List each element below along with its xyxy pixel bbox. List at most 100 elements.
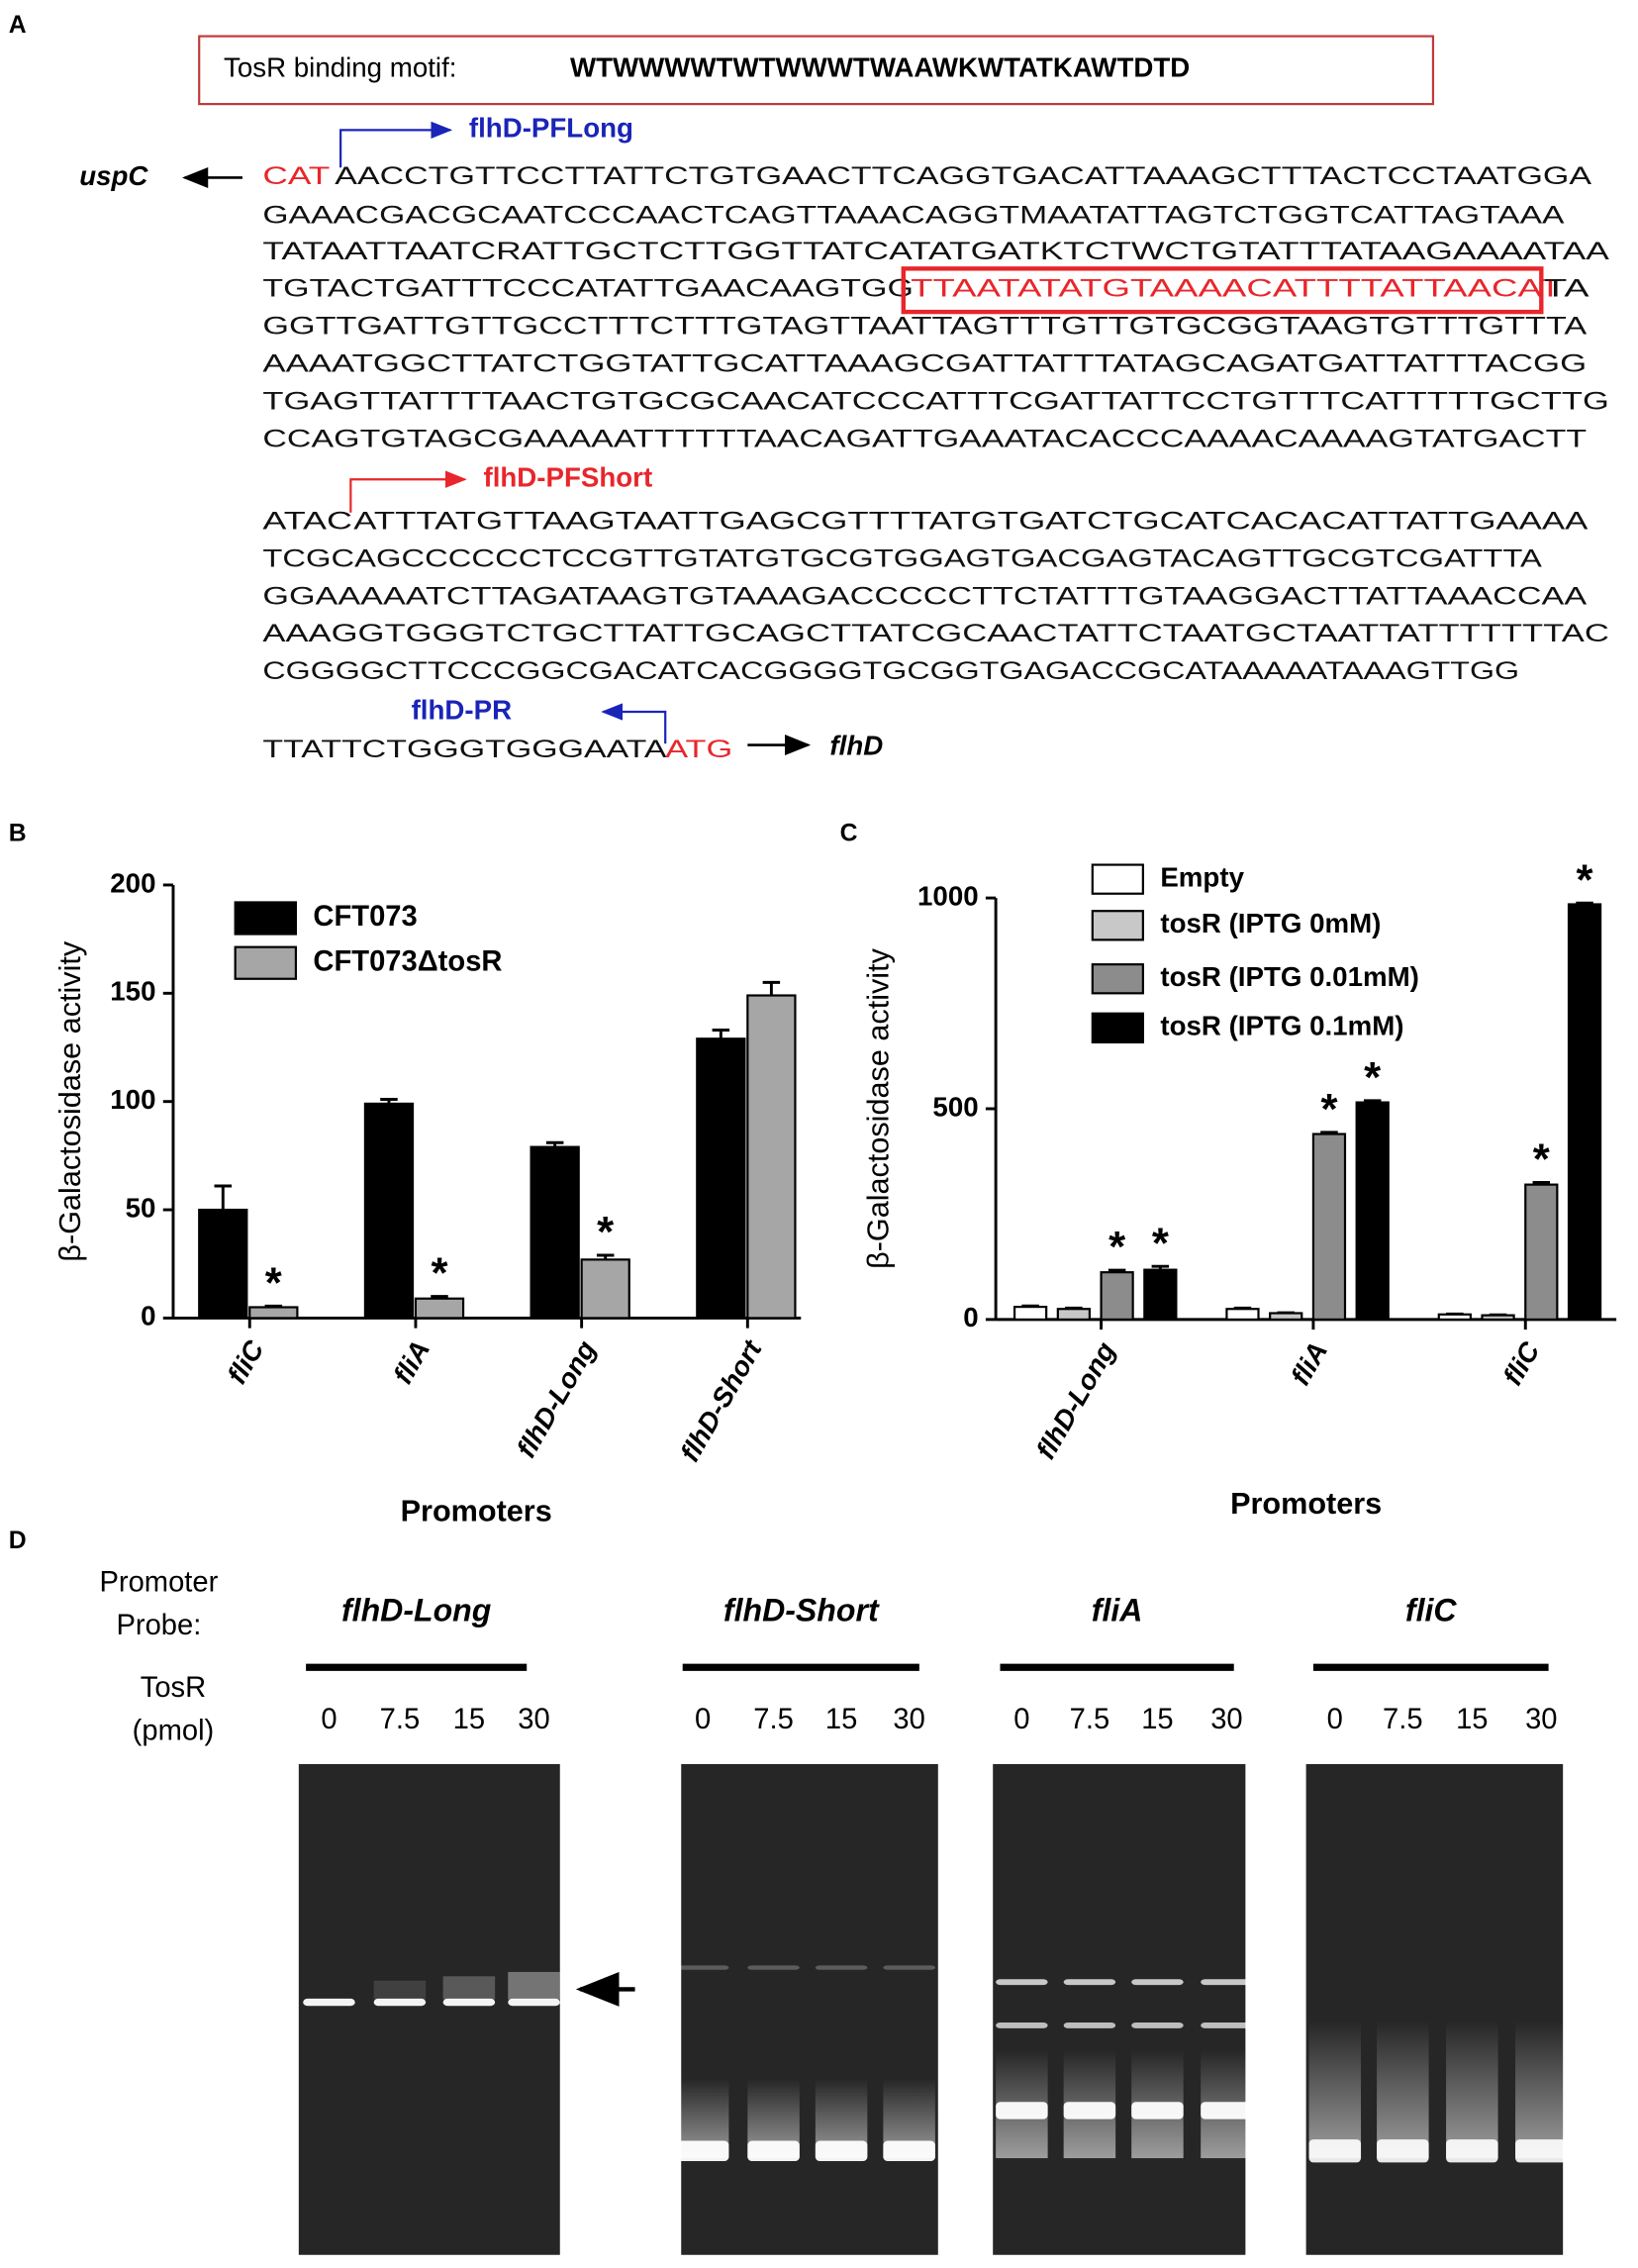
sequence-line: CCAGTGTAGCGAAAAATTTTTTAACAGATTGAAATACACC…: [262, 426, 1587, 452]
binding-site-box: [901, 266, 1544, 315]
panel-label: A: [9, 12, 27, 39]
band: [815, 1965, 868, 1970]
bar: [1567, 903, 1602, 1321]
gel: [993, 1763, 1246, 2255]
primer-label: flhD-PFShort: [483, 462, 652, 493]
band: [1201, 2021, 1253, 2028]
band: [747, 2140, 800, 2161]
x-axis-label: Promoters: [1230, 1487, 1382, 1521]
y-tick-label: 0: [963, 1302, 978, 1332]
band: [676, 2140, 729, 2161]
panel-label: C: [840, 820, 858, 846]
legend-swatch: [234, 945, 298, 980]
band: [996, 2102, 1048, 2120]
panel-label: B: [9, 820, 27, 846]
x-tick-label: flhD-Long: [511, 1335, 602, 1463]
bar: [1143, 1268, 1178, 1321]
significance: *: [1320, 1085, 1337, 1134]
amount: 15: [1456, 1704, 1488, 1735]
sequence-line: AAAGGTGGGTCTGCTTATTGCAGCTTATCGCAACTATTCT…: [262, 621, 1608, 647]
band: [1201, 2102, 1253, 2120]
significance: *: [1533, 1135, 1550, 1184]
x-axis-label: Promoters: [401, 1494, 552, 1528]
y-axis-label: β-Galactosidase activity: [53, 940, 87, 1262]
bar: [363, 1102, 415, 1320]
bar: [198, 1208, 248, 1320]
y-tick-label: 100: [110, 1084, 155, 1115]
legend-label: CFT073ΔtosR: [313, 945, 502, 977]
shifted-band: [442, 1976, 496, 2000]
motif-label: TosR binding motif:: [224, 51, 456, 82]
binding-site: TTAATATATGTAAAACATTTTATTAACAT: [911, 276, 1562, 303]
bar: [1100, 1271, 1134, 1321]
sequence-line: TTATTCTGGGTGGGAATA: [262, 737, 667, 763]
amount: 7.5: [1383, 1704, 1423, 1735]
primer-arrow: [339, 121, 453, 168]
band: [883, 1965, 935, 1970]
legend-swatch: [1091, 910, 1144, 941]
smear: [1446, 2021, 1498, 2159]
amount-label: TosR: [141, 1672, 206, 1704]
bar: [1481, 1314, 1515, 1321]
sequence-line: AAAATGGCTTATCTGGTATTGCATTAAAGCGATTATTTAT…: [262, 351, 1587, 378]
amount: 0: [695, 1704, 711, 1735]
primer-label: flhD-PFLong: [469, 113, 633, 144]
x-tick-label: fliC: [221, 1334, 270, 1389]
bar: [746, 994, 797, 1320]
band: [1063, 2102, 1116, 2120]
codon: CAT: [262, 163, 330, 190]
y-tick-label: 150: [110, 976, 155, 1007]
shifted-band: [508, 1971, 560, 2000]
gel: [681, 1763, 938, 2255]
legend-label: tosR (IPTG 0mM): [1160, 908, 1381, 938]
amount: 0: [1013, 1704, 1029, 1735]
amount: 30: [893, 1704, 924, 1735]
smear: [1377, 2021, 1429, 2159]
bar: [696, 1037, 746, 1320]
probe-name: fliC: [1405, 1592, 1457, 1627]
sequence-line: TGTACTGATTTCCCATATTGAACAAGTGG: [262, 276, 914, 303]
amount: 15: [825, 1704, 857, 1735]
significance: *: [265, 1259, 282, 1308]
sequence-line: GAAACGACGCAATCCCAACTCAGTTAAACAGGTMAATATT…: [262, 202, 1565, 229]
probe-label: Probe:: [116, 1610, 201, 1641]
smear: [1515, 2021, 1568, 2159]
motif-sequence: WTWWWWTWTWWWTWAAWKWTATKAWTDTD: [570, 51, 1190, 82]
band: [996, 1979, 1048, 1986]
band: [676, 1965, 729, 1970]
sequence-line: TGAGTTATTTTAACTGTGCGCAACATCCCATTTCGATTAT…: [262, 388, 1608, 415]
probe-name: fliA: [1092, 1592, 1143, 1627]
bar: [248, 1306, 299, 1320]
amount: 30: [1525, 1704, 1557, 1735]
significance: *: [1364, 1053, 1381, 1102]
amount: 7.5: [1070, 1704, 1110, 1735]
amount: 7.5: [753, 1704, 794, 1735]
band: [1063, 1979, 1116, 1986]
panel-label: D: [9, 1528, 27, 1554]
band: [1131, 2102, 1184, 2120]
legend-swatch: [234, 901, 298, 936]
legend-swatch: [1091, 1012, 1144, 1044]
x-tick-label: fliA: [1285, 1336, 1333, 1390]
sequence-line: CGGGGCTTCCCGGCGACATCACGGGGTGCGGTGAGACCGC…: [262, 658, 1519, 685]
significance: *: [1152, 1219, 1169, 1267]
band: [508, 1998, 560, 2007]
gel: [1305, 1763, 1564, 2255]
sequence-line: TCGCAGCCCCCCTCCGTTGTATGTGCGTGGAGTGACGAGT…: [262, 545, 1542, 572]
bar: [1437, 1313, 1472, 1321]
x-tick-label: flhD-Long: [1030, 1336, 1121, 1464]
legend-label: tosR (IPTG 0.01mM): [1160, 961, 1419, 992]
sequence-line: TATAATTAATCRATTGCTCTTGGTTATCATATGATKTCTW…: [262, 239, 1609, 265]
probe-name: flhD-Long: [341, 1592, 492, 1627]
primer-arrow: [349, 470, 467, 513]
y-tick-label: 200: [110, 867, 155, 898]
bar: [1311, 1133, 1347, 1321]
band: [303, 1998, 355, 2007]
bar: [414, 1297, 465, 1320]
primer-arrow: [601, 703, 667, 744]
bar: [1355, 1101, 1390, 1321]
band: [1515, 2139, 1568, 2163]
bar: [1524, 1183, 1559, 1321]
band: [1446, 2139, 1498, 2163]
